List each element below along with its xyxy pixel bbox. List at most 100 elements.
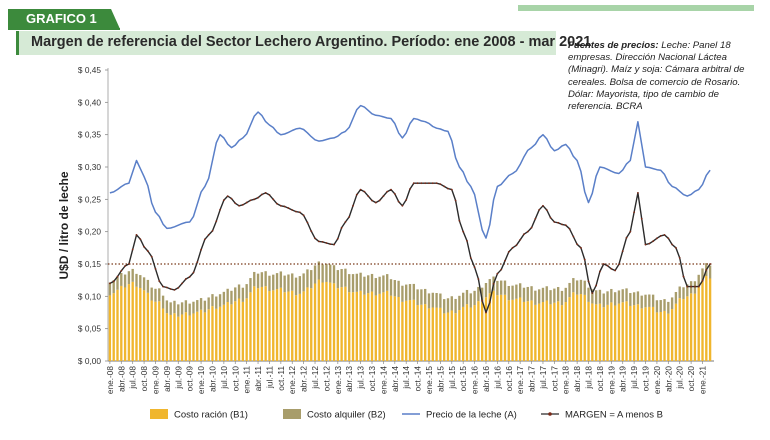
- bar-costo-alquiler: [135, 273, 138, 287]
- bar-costo-racion: [253, 286, 256, 361]
- bar-costo-racion: [556, 301, 560, 361]
- bar-costo-alquiler: [522, 287, 526, 302]
- bar-costo-alquiler: [488, 279, 491, 294]
- margen-point: [287, 207, 290, 209]
- margen-point: [675, 246, 677, 249]
- bar-costo-alquiler: [268, 275, 271, 292]
- bar-costo-racion: [450, 310, 453, 361]
- bar-costo-alquiler: [515, 284, 518, 299]
- x-tick-label: jul.-11: [264, 366, 274, 389]
- x-tick-label: jul.-08: [128, 366, 138, 390]
- bar-costo-alquiler: [549, 290, 552, 305]
- margen-point: [386, 190, 389, 193]
- margen-point: [215, 220, 218, 223]
- bar-costo-alquiler: [667, 301, 670, 314]
- bar-costo-alquiler: [234, 287, 237, 302]
- bar-costo-racion: [686, 296, 689, 361]
- margen-point: [260, 193, 263, 196]
- bar-costo-racion: [313, 283, 317, 361]
- bar-costo-alquiler: [329, 264, 332, 283]
- bar-costo-racion: [344, 286, 347, 361]
- bar-costo-alquiler: [591, 289, 594, 304]
- bar-costo-alquiler: [359, 272, 362, 291]
- margen-point: [409, 188, 411, 190]
- x-tick-label: oct.-12: [321, 366, 331, 392]
- x-tick-label: oct.-16: [504, 366, 514, 392]
- margen-point: [143, 245, 145, 248]
- margen-point: [200, 248, 202, 251]
- margen-point: [515, 244, 518, 247]
- bar-costo-racion: [374, 295, 377, 361]
- margen-point: [177, 286, 180, 289]
- bar-costo-alquiler: [682, 287, 685, 300]
- margen-point: [405, 199, 408, 201]
- bar-costo-racion: [169, 314, 172, 361]
- x-tick-label: abr.-08: [116, 366, 126, 392]
- bar-costo-racion: [549, 304, 552, 361]
- bar-costo-racion: [237, 298, 241, 361]
- figure-tag: GRAFICO 1: [8, 9, 120, 29]
- margen-point: [557, 221, 560, 224]
- bar-costo-racion: [572, 292, 575, 361]
- bar-costo-alquiler: [408, 284, 412, 301]
- bar-costo-racion: [405, 300, 408, 361]
- margen-point: [333, 243, 335, 246]
- bar-costo-racion: [203, 312, 207, 361]
- bar-costo-racion: [443, 313, 446, 361]
- margen-point: [192, 271, 195, 274]
- legend-swatch: [150, 409, 168, 419]
- bar-costo-alquiler: [165, 300, 169, 314]
- margen-point: [583, 258, 586, 261]
- bar-costo-alquiler: [416, 289, 419, 306]
- x-tick-label: ene.-16: [470, 366, 480, 395]
- bar-costo-racion: [454, 313, 457, 361]
- margen-point: [462, 230, 465, 233]
- margen-point: [545, 209, 548, 211]
- bar-costo-racion: [526, 301, 529, 361]
- bar-costo-alquiler: [363, 276, 366, 295]
- bar-costo-alquiler: [469, 293, 472, 308]
- x-tick-label: abr.-13: [344, 366, 354, 392]
- margen-point: [500, 268, 503, 271]
- margen-point: [412, 182, 415, 185]
- bar-costo-alquiler: [203, 300, 207, 313]
- bar-costo-racion: [560, 305, 564, 361]
- bar-costo-alquiler: [518, 283, 522, 298]
- margen-point: [534, 217, 537, 220]
- bar-costo-alquiler: [120, 272, 123, 286]
- bar-costo-racion: [367, 293, 370, 361]
- bar-costo-racion: [310, 288, 313, 361]
- x-tick-label: jul.-12: [310, 366, 320, 390]
- bar-costo-alquiler: [439, 293, 442, 308]
- bar-costo-alquiler: [663, 299, 666, 311]
- x-tick-label: abr.-18: [572, 366, 582, 392]
- x-tick-label: jul.-10: [219, 366, 229, 390]
- bar-costo-racion: [492, 290, 495, 361]
- bar-costo-alquiler: [541, 287, 545, 303]
- margen-point: [184, 278, 187, 280]
- y-tick-label: $ 0,00: [78, 356, 101, 366]
- bar-costo-alquiler: [180, 302, 184, 315]
- title-box: Margen de referencia del Sector Lechero …: [16, 31, 591, 55]
- bar-costo-racion: [682, 299, 685, 361]
- line-precio-leche: [109, 104, 711, 239]
- bar-costo-alquiler: [686, 284, 689, 297]
- bar-costo-racion: [689, 293, 693, 361]
- bar-costo-racion: [598, 303, 602, 361]
- x-tick-label: jul.-13: [356, 366, 366, 390]
- bar-costo-racion: [480, 301, 484, 361]
- bar-costo-alquiler: [127, 271, 131, 285]
- bar-costo-alquiler: [651, 294, 655, 307]
- margen-point: [150, 255, 153, 258]
- bar-costo-racion: [397, 297, 400, 361]
- bar-costo-racion: [503, 294, 507, 361]
- bar-costo-racion: [139, 288, 142, 361]
- x-tick-label: ene.-12: [287, 366, 297, 395]
- bar-costo-alquiler: [306, 269, 309, 288]
- bar-costo-racion: [135, 286, 138, 361]
- margen-point: [310, 230, 313, 233]
- bar-costo-alquiler: [621, 289, 624, 303]
- bar-costo-racion: [439, 307, 442, 361]
- margen-point: [701, 279, 704, 282]
- sources-label: Fuentes de precios:: [568, 40, 659, 51]
